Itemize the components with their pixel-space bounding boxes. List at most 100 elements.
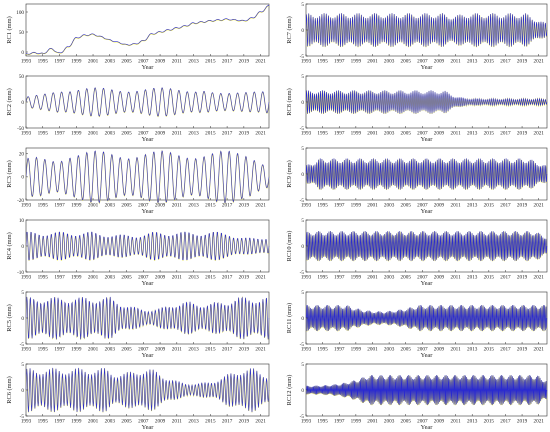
chart-9-xtick-label-6: 2005 [121, 347, 132, 353]
chart-10-xtick-label-4: 2001 [367, 347, 378, 353]
chart-2-ytick-label-0: -5 [300, 54, 305, 60]
chart-5-xtick-label-13: 2019 [239, 203, 250, 209]
chart-8-xtick-label-6: 2005 [401, 275, 412, 281]
chart-8-xtick-label-10: 2013 [467, 275, 478, 281]
chart-12-xtick-label-4: 2001 [367, 419, 378, 425]
chart-1-xtick-label-6: 2005 [121, 59, 132, 65]
chart-6-xtick-label-2: 1997 [334, 203, 345, 209]
chart-2-xtick-label-0: 1993 [301, 59, 312, 65]
chart-2-xtick-label-6: 2005 [401, 59, 412, 65]
chart-8-xtick-label-13: 2019 [517, 275, 528, 281]
chart-6-xtick-label-6: 2005 [401, 203, 412, 209]
chart-2-xtick-label-7: 2007 [417, 59, 428, 65]
chart-9-panel: -5 0 5 1993 1995 1997 1999 2001 2003 2005 2007 2009… [6, 290, 270, 359]
chart-8-xtick-label-12: 2017 [500, 275, 511, 281]
chart-10-xtick-label-8: 2009 [434, 347, 445, 353]
chart-12-xtick-label-10: 2013 [467, 419, 478, 425]
chart-6-xtick-label-8: 2009 [434, 203, 445, 209]
chart-3-panel: -50 0 50 1993 1995 1997 1999 2001 2003 2005 2007 20… [6, 74, 270, 143]
chart-10-xtick-label-0: 1993 [301, 347, 312, 353]
chart-7-xtick-label-14: 2021 [255, 275, 266, 281]
chart-5-xtick-label-7: 2007 [138, 203, 149, 209]
chart-5-series-line [25, 150, 270, 204]
chart-5-xtick-label-0: 1993 [21, 203, 32, 209]
chart-8-panel: -5 0 5 1993 1995 1997 1999 2001 2003 2005 2007 2009… [286, 218, 548, 287]
chart-7-xtick-label-0: 1993 [21, 275, 32, 281]
chart-4-xtick-label-2: 1997 [334, 131, 345, 137]
chart-11-xtick-label-0: 1993 [21, 419, 32, 425]
chart-12-xlabel: Year [421, 424, 434, 431]
chart-1-ytick-label-2: 100 [16, 10, 24, 16]
chart-1-xtick-label-5: 2003 [105, 59, 116, 65]
chart-2-xtick-label-13: 2019 [517, 59, 528, 65]
chart-1-xtick-label-0: 1993 [21, 59, 32, 65]
chart-12-xtick-label-2: 1997 [334, 419, 345, 425]
chart-2-series-line [305, 13, 548, 47]
chart-7-xtick-label-8: 2009 [155, 275, 166, 281]
chart-1-xtick-label-8: 2009 [155, 59, 166, 65]
chart-7-xtick-label-6: 2005 [121, 275, 132, 281]
chart-10-xtick-label-10: 2013 [467, 347, 478, 353]
chart-12-xtick-label-12: 2017 [500, 419, 511, 425]
chart-5-ytick-label-1: 0 [21, 175, 24, 181]
chart-7-xlabel: Year [142, 280, 155, 287]
chart-8-xtick-label-14: 2021 [534, 275, 545, 281]
chart-2-xtick-label-8: 2009 [434, 59, 445, 65]
chart-1-xtick-label-12: 2017 [222, 59, 233, 65]
chart-11-xtick-label-12: 2017 [222, 419, 233, 425]
chart-10-xtick-label-13: 2019 [517, 347, 528, 353]
chart-12-xtick-label-13: 2019 [517, 419, 528, 425]
chart-6-panel: -5 0 5 1993 1995 1997 1999 2001 2003 2005 2007 2009… [286, 146, 548, 215]
chart-7-xtick-label-12: 2017 [222, 275, 233, 281]
chart-8-xtick-label-1: 1995 [317, 275, 328, 281]
chart-9-xtick-label-9: 2011 [172, 347, 183, 353]
chart-6-xtick-label-7: 2007 [417, 203, 428, 209]
chart-6-xtick-label-14: 2021 [534, 203, 545, 209]
chart-3-xtick-label-13: 2019 [239, 131, 250, 137]
chart-9-xtick-label-4: 2001 [88, 347, 99, 353]
chart-3-xtick-label-11: 2015 [205, 131, 216, 137]
chart-11-series-line [25, 367, 270, 413]
chart-10-series-line [305, 304, 548, 332]
chart-10-xtick-label-11: 2015 [484, 347, 495, 353]
chart-10-xtick-label-7: 2007 [417, 347, 428, 353]
chart-4-xtick-label-14: 2021 [534, 131, 545, 137]
chart-8-xtick-label-8: 2009 [434, 275, 445, 281]
chart-3-xtick-label-2: 1997 [54, 131, 65, 137]
chart-8-ytick-label-0: -5 [300, 270, 305, 276]
chart-9-ytick-label-1: 0 [21, 316, 24, 322]
chart-3-xtick-label-0: 1993 [21, 131, 32, 137]
chart-7-ytick-label-0: -10 [17, 270, 24, 276]
chart-11-xtick-label-5: 2003 [105, 419, 116, 425]
chart-1-xtick-label-9: 2011 [172, 59, 183, 65]
chart-5-ytick-label-2: 20 [19, 152, 25, 158]
chart-1-ylabel: RC1 (mm) [6, 16, 13, 44]
chart-9-xtick-label-0: 1993 [21, 347, 32, 353]
chart-5-xtick-label-10: 2013 [188, 203, 199, 209]
chart-6-xtick-label-5: 2003 [384, 203, 395, 209]
chart-11-xtick-label-1: 1995 [38, 419, 49, 425]
chart-6-xtick-label-9: 2011 [450, 203, 461, 209]
chart-5-xtick-label-8: 2009 [155, 203, 166, 209]
chart-12-xtick-label-14: 2021 [534, 419, 545, 425]
chart-6-xtick-label-11: 2015 [484, 203, 495, 209]
chart-5-xtick-label-1: 1995 [38, 203, 49, 209]
chart-8-series-line [305, 231, 548, 261]
chart-10-xtick-label-9: 2011 [450, 347, 461, 353]
chart-7-xtick-label-9: 2011 [172, 275, 183, 281]
chart-1-xtick-label-4: 2001 [88, 59, 99, 65]
chart-11-ylabel: RC6 (mm) [6, 376, 13, 404]
chart-9-xtick-label-3: 1999 [71, 347, 82, 353]
chart-4-xtick-label-9: 2011 [450, 131, 461, 137]
chart-4-xtick-label-1: 1995 [317, 131, 328, 137]
chart-2-xtick-label-12: 2017 [500, 59, 511, 65]
chart-8-xtick-label-0: 1993 [301, 275, 312, 281]
chart-4-xtick-label-6: 2005 [401, 131, 412, 137]
chart-2-ylabel: RC7 (mm) [286, 16, 293, 44]
chart-8-xtick-label-5: 2003 [384, 275, 395, 281]
chart-6-ytick-label-0: -5 [300, 198, 305, 204]
chart-3-ytick-label-2: 50 [19, 74, 25, 80]
chart-5-xtick-label-11: 2015 [205, 203, 216, 209]
chart-1-xtick-label-14: 2021 [255, 59, 266, 65]
